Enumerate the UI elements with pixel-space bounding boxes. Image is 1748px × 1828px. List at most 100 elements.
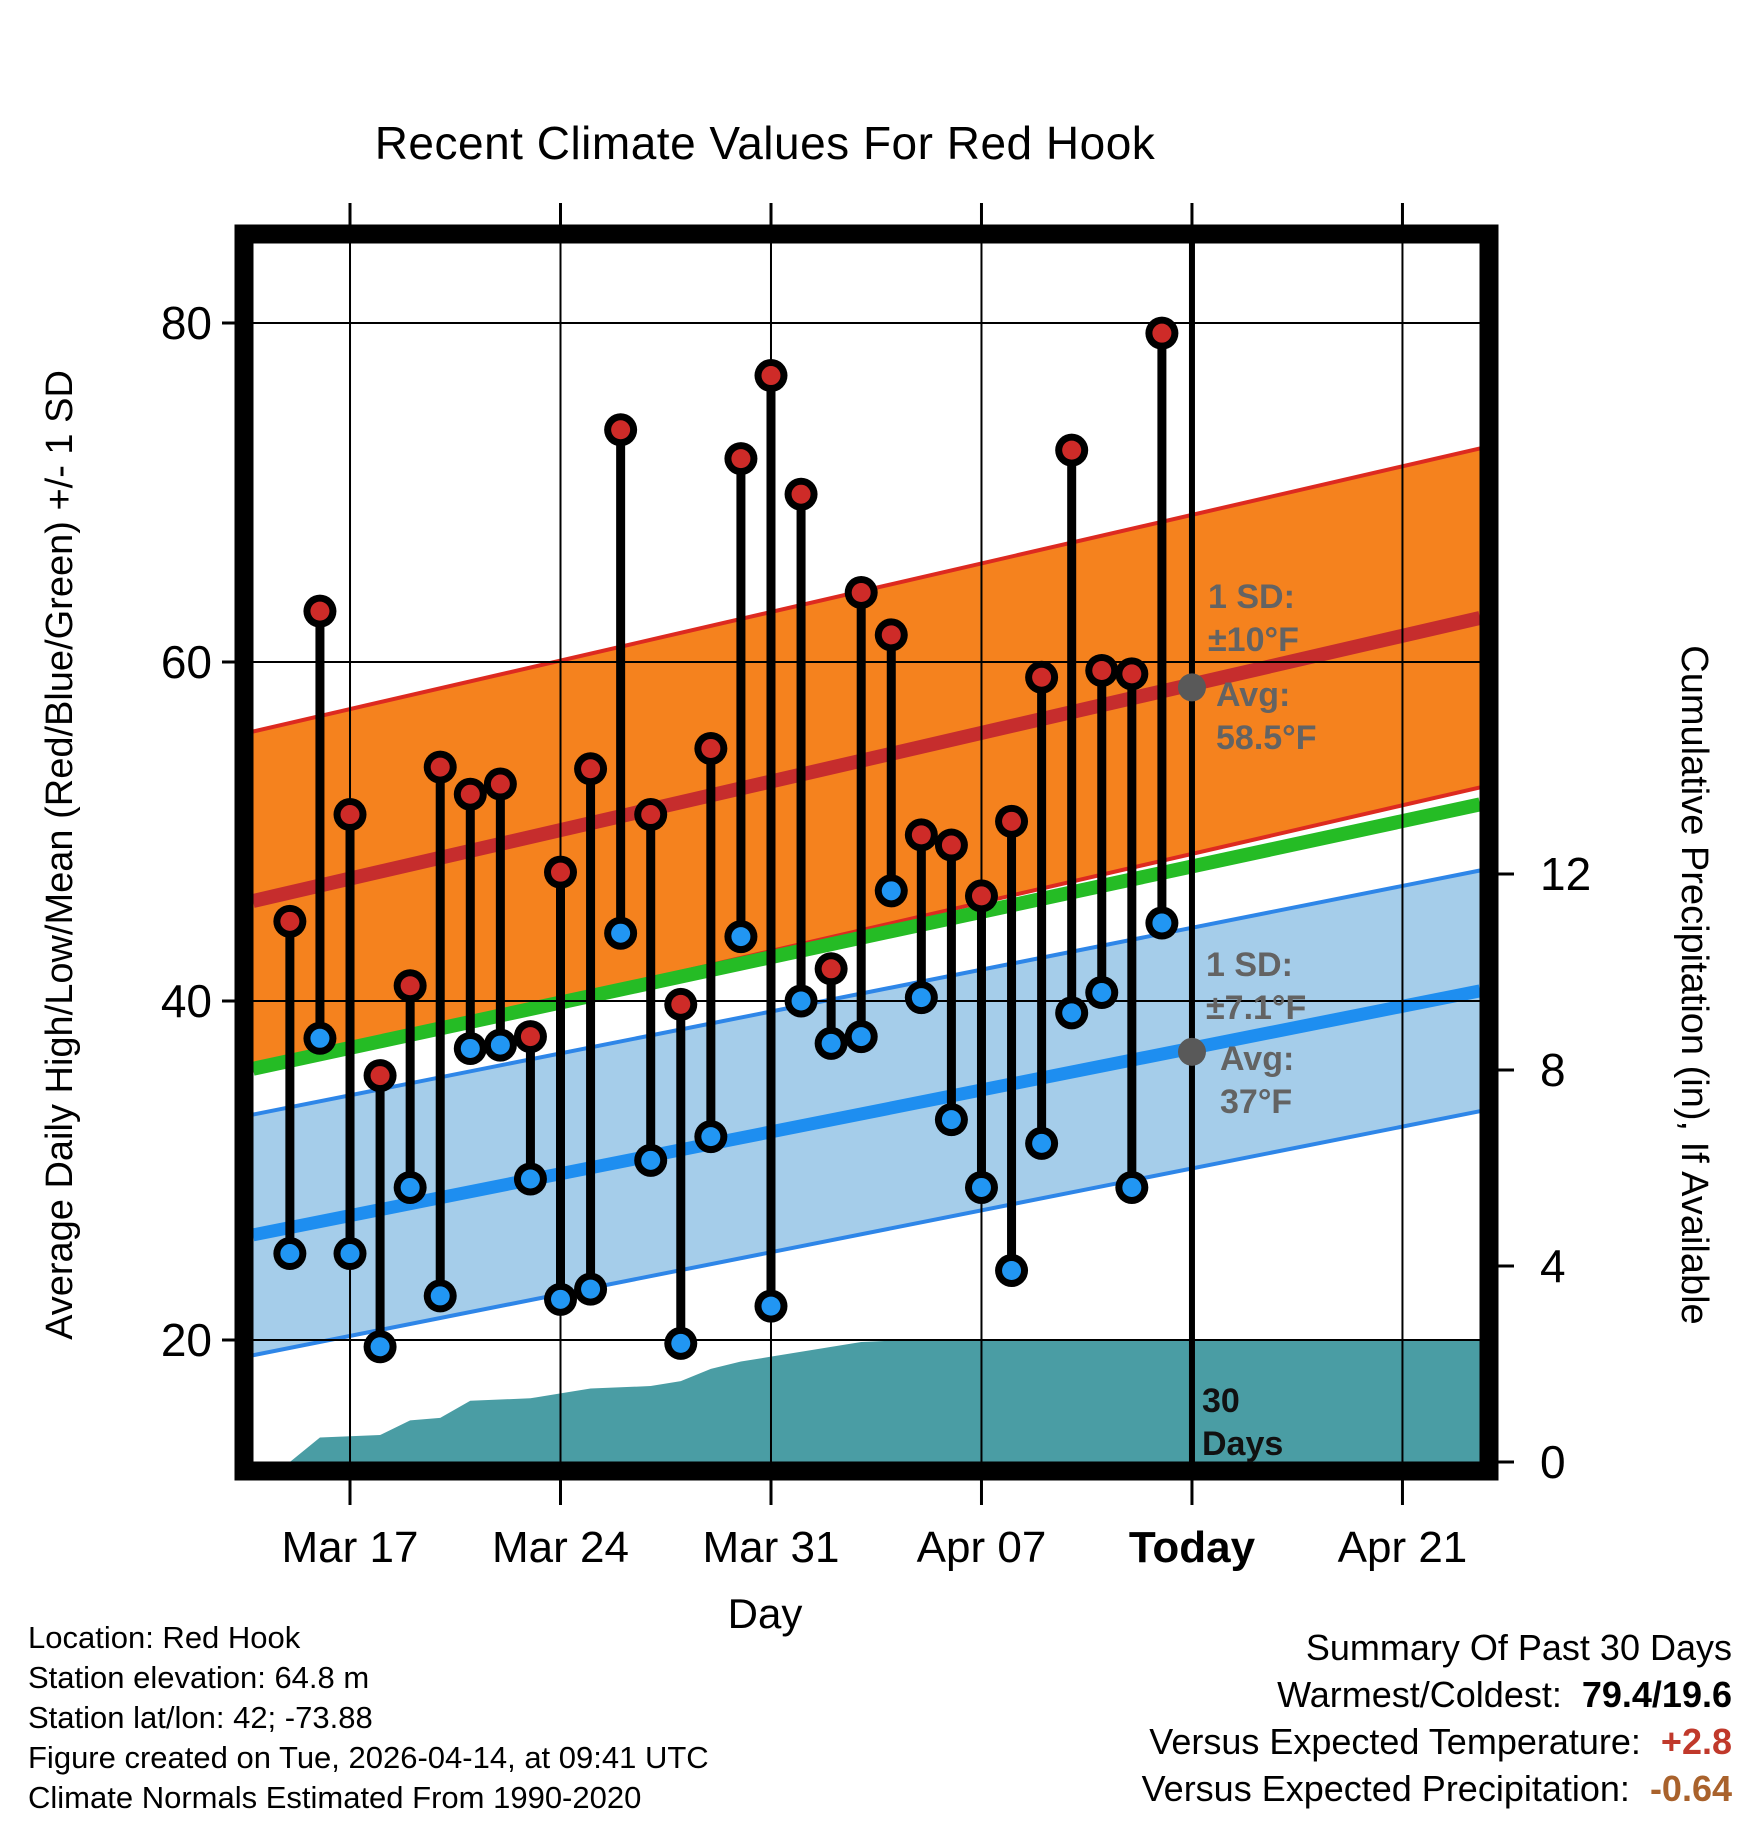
vs-temp-label: Versus Expected Temperature: — [1149, 1721, 1641, 1762]
plot-frame — [234, 224, 1499, 1481]
high-dot — [340, 805, 360, 825]
high-dot — [1122, 664, 1142, 684]
low-dot — [611, 923, 631, 943]
chart-title: Recent Climate Values For Red Hook — [374, 117, 1156, 169]
low-dot — [791, 991, 811, 1011]
low-dot — [1092, 983, 1112, 1003]
high-dot — [821, 959, 841, 979]
low-dot — [581, 1279, 601, 1299]
high-avg-dot — [1177, 673, 1206, 702]
high-dot — [671, 994, 691, 1014]
low-dot — [1152, 913, 1172, 933]
low-dot — [520, 1169, 540, 1189]
high-dot — [731, 449, 751, 469]
low-dot — [1002, 1261, 1022, 1281]
high-dot — [370, 1066, 390, 1086]
low-dot — [340, 1244, 360, 1264]
high-average-line — [251, 611, 1482, 908]
low-dot — [701, 1127, 721, 1147]
high-avg-annotation: Avg: 58.5°F — [1216, 676, 1317, 757]
low-dot — [881, 881, 901, 901]
high-dot — [881, 625, 901, 645]
low-dot — [310, 1028, 330, 1048]
high-dot — [460, 784, 480, 804]
x-tick-label: Apr 21 — [1338, 1523, 1468, 1572]
low-dot — [1032, 1133, 1052, 1153]
warmest-coldest-label: Warmest/Coldest: — [1277, 1674, 1562, 1715]
low-dot — [941, 1110, 961, 1130]
right-tick-label: 0 — [1540, 1436, 1566, 1488]
low-dot — [641, 1150, 661, 1170]
summary-warmest-coldest: Warmest/Coldest: 79.4/19.6 — [1142, 1671, 1732, 1718]
low-dot — [280, 1244, 300, 1264]
high-dot — [551, 862, 570, 882]
summary-vs-precipitation: Versus Expected Precipitation: -0.64 — [1142, 1765, 1732, 1812]
vs-precip-value: -0.64 — [1649, 1768, 1732, 1809]
low-dot — [370, 1337, 390, 1357]
station-elevation: Station elevation: 64.8 m — [28, 1660, 370, 1695]
high-dot — [1062, 440, 1082, 460]
low-dot — [490, 1035, 510, 1055]
x-tick-label: Mar 17 — [282, 1523, 419, 1572]
high-dot — [641, 805, 661, 825]
low-dot — [1062, 1003, 1082, 1023]
left-tick-label: 60 — [161, 636, 212, 688]
low-dot — [1122, 1177, 1142, 1197]
right-tick-label: 12 — [1540, 848, 1591, 900]
station-info-block: Location: Red Hook Station elevation: 64… — [28, 1618, 709, 1818]
high-dot — [1152, 323, 1172, 343]
station-latlon: Station lat/lon: 42; -73.88 — [28, 1700, 373, 1735]
low-avg-annotation: Avg: 37°F — [1220, 1040, 1295, 1121]
window-30-days-label: 30 Days — [1202, 1382, 1284, 1463]
high-dot — [971, 886, 991, 906]
low-dot — [821, 1033, 841, 1053]
low-band-bottom-edge — [252, 1109, 1481, 1358]
high-dot — [611, 420, 631, 440]
low-dot — [551, 1289, 570, 1309]
x-tick-label: Mar 24 — [492, 1523, 629, 1572]
high-dot — [310, 601, 330, 621]
station-location: Location: Red Hook — [28, 1620, 301, 1655]
high-dot — [701, 738, 721, 758]
precipitation-area — [289, 1339, 1480, 1462]
right-tick-label: 4 — [1540, 1240, 1566, 1292]
high-dot — [581, 759, 601, 779]
high-dot — [911, 825, 931, 845]
x-axis-label: Day — [727, 1590, 803, 1637]
summary-vs-temperature: Versus Expected Temperature: +2.8 — [1142, 1718, 1732, 1765]
high-dot — [490, 774, 510, 794]
low-dot — [460, 1038, 480, 1058]
climate-normals: Climate Normals Estimated From 1990-2020 — [28, 1780, 642, 1815]
high-dot — [400, 976, 420, 996]
high-dot — [1002, 811, 1022, 831]
high-dot — [430, 757, 450, 777]
low-sd-annotation: 1 SD: ±7.1°F — [1206, 946, 1307, 1027]
left-axis-label: Average Daily High/Low/Mean (Red/Blue/Gr… — [39, 370, 81, 1340]
low-dot — [911, 988, 931, 1008]
warmest-coldest-value: 79.4/19.6 — [1581, 1674, 1732, 1715]
low-dot — [671, 1333, 691, 1353]
low-dot — [731, 927, 751, 947]
right-tick-label: 8 — [1540, 1044, 1566, 1096]
high-dot — [1092, 660, 1112, 680]
high-dot — [851, 583, 871, 603]
high-dot — [520, 1027, 540, 1047]
low-dot — [430, 1286, 450, 1306]
low-band-top-edge — [252, 868, 1481, 1117]
low-dot — [971, 1177, 991, 1197]
summary-title: Summary Of Past 30 Days — [1305, 1627, 1732, 1668]
high-sd-annotation: 1 SD: ±10°F — [1208, 578, 1299, 659]
x-tick-label: Today — [1129, 1523, 1256, 1572]
x-tick-label: Mar 31 — [703, 1523, 840, 1572]
low-average-line — [251, 984, 1482, 1242]
low-avg-dot — [1177, 1037, 1206, 1066]
vs-precip-label: Versus Expected Precipitation: — [1141, 1768, 1630, 1809]
low-dot — [851, 1027, 871, 1047]
right-axis-label: Cumulative Precipitation (in), If Availa… — [1673, 645, 1715, 1325]
summary-block: Summary Of Past 30 Days Warmest/Coldest:… — [1142, 1624, 1732, 1812]
x-tick-label: Apr 07 — [917, 1523, 1047, 1572]
high-dot — [761, 366, 781, 386]
figure-created: Figure created on Tue, 2026-04-14, at 09… — [28, 1740, 709, 1775]
